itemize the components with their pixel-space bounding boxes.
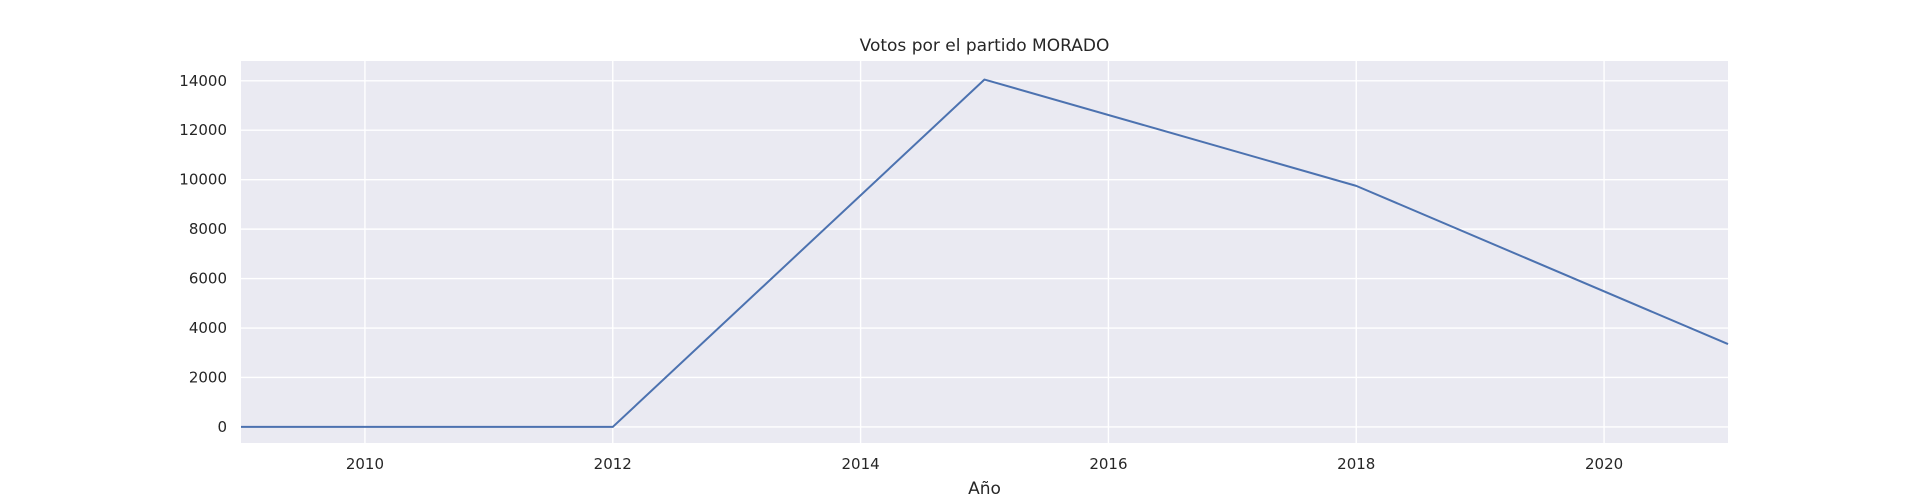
chart-title: Votos por el partido MORADO (860, 36, 1110, 56)
x-tick-label: 2012 (594, 455, 632, 473)
y-tick-label: 0 (217, 418, 227, 436)
y-gridlines (241, 80, 1728, 428)
y-tick-labels: 0 2000 4000 6000 8000 10000 12000 14000 (179, 72, 227, 436)
x-tick-label: 2016 (1089, 455, 1127, 473)
x-tick-labels: 2010 2012 2014 2016 2018 2020 (346, 455, 1623, 473)
y-tick-label: 14000 (179, 72, 227, 90)
x-tick-label: 2020 (1585, 455, 1623, 473)
x-tick-label: 2018 (1337, 455, 1375, 473)
y-tick-label: 6000 (189, 270, 227, 288)
y-tick-label: 8000 (189, 220, 227, 238)
plot-area (241, 61, 1728, 443)
series-line-0 (241, 78, 1729, 428)
x-axis-title: Año (968, 479, 1001, 499)
y-tick-label: 12000 (179, 121, 227, 139)
y-tick-label: 4000 (189, 319, 227, 337)
y-tick-label: 2000 (189, 368, 227, 386)
x-gridlines (364, 61, 1605, 443)
x-tick-label: 2010 (346, 455, 384, 473)
y-tick-label: 10000 (179, 171, 227, 189)
series-layer (241, 78, 1729, 428)
x-tick-label: 2014 (841, 455, 879, 473)
